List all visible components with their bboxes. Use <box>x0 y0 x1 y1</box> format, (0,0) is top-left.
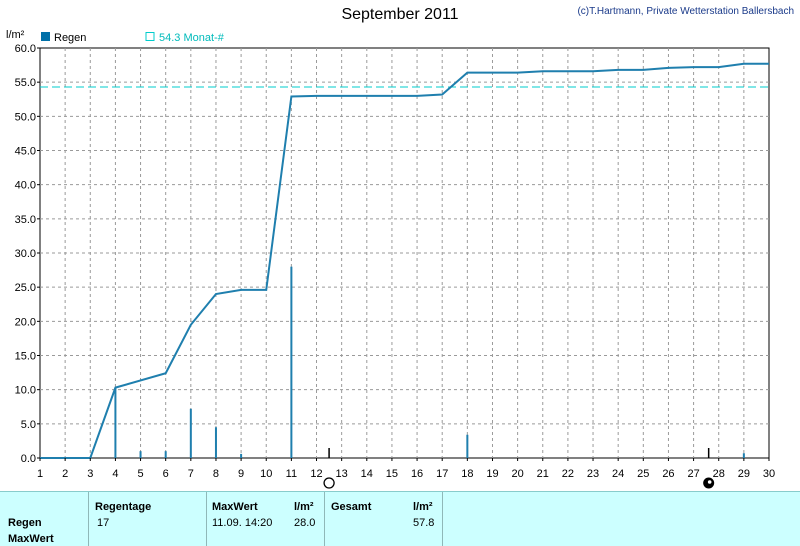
x-tick-label: 30 <box>763 468 775 480</box>
y-axis-label: l/m² <box>6 29 25 41</box>
y-tick-label: 15.0 <box>15 351 36 363</box>
cumulative-rain-line <box>40 62 769 459</box>
legend-regen-label: Regen <box>54 32 86 44</box>
legend-regen-swatch <box>41 32 50 41</box>
rain-bar <box>164 451 167 458</box>
gesamt-unit: l/m² <box>413 501 433 513</box>
x-tick-label: 4 <box>112 468 118 480</box>
x-tick-label: 29 <box>738 468 750 480</box>
x-tick-label: 16 <box>411 468 423 480</box>
legend-mean-swatch <box>145 32 155 41</box>
y-tick-label: 40.0 <box>15 180 36 192</box>
x-tick-label: 25 <box>637 468 649 480</box>
table-divider <box>206 492 207 546</box>
x-tick-label: 11 <box>286 468 297 480</box>
y-tick-label: 60.0 <box>15 43 36 55</box>
gesamt-value: 57.8 <box>413 517 435 529</box>
rain-bar <box>114 387 117 458</box>
y-tick-label: 20.0 <box>15 316 36 328</box>
y-tick-label: 30.0 <box>15 248 36 260</box>
row-label-regen: Regen <box>8 517 42 529</box>
rain-bar <box>214 427 217 458</box>
y-tick-label: 25.0 <box>15 282 36 294</box>
x-tick-label: 19 <box>486 468 498 480</box>
x-tick-label: 9 <box>238 468 244 480</box>
daily-rain-bars <box>114 266 745 458</box>
x-tick-label: 24 <box>612 468 624 480</box>
x-tick-label: 1 <box>37 468 43 480</box>
maxwert-header: MaxWert <box>212 501 258 513</box>
row-label-maxwert: MaxWert <box>8 533 54 545</box>
x-tick-label: 22 <box>562 468 574 480</box>
x-tick-label: 21 <box>537 468 549 480</box>
rain-bar <box>466 434 469 458</box>
grid <box>40 48 769 458</box>
y-tick-label: 10.0 <box>15 385 36 397</box>
maxwert-value: 28.0 <box>294 517 316 529</box>
maxwert-unit: l/m² <box>294 501 314 513</box>
y-tick-label: 55.0 <box>15 77 36 89</box>
x-tick-label: 20 <box>511 468 523 480</box>
x-tick-label: 28 <box>713 468 725 480</box>
y-tick-label: 35.0 <box>15 214 36 226</box>
y-tick-label: 50.0 <box>15 111 36 123</box>
rain-bar <box>139 451 142 458</box>
legend: Regen 54.3 Monat-# <box>41 32 225 44</box>
x-tick-label: 14 <box>361 468 373 480</box>
full-moon-icon <box>323 477 335 489</box>
table-divider <box>442 492 443 546</box>
x-tick-label: 12 <box>310 468 322 480</box>
x-tick-label: 6 <box>163 468 169 480</box>
gesamt-header: Gesamt <box>331 501 372 513</box>
x-tick-label: 5 <box>137 468 143 480</box>
chart-title: September 2011 <box>341 6 459 23</box>
y-tick-label: 5.0 <box>21 419 36 431</box>
moon-phase-markers <box>323 448 715 489</box>
y-tick-label: 0.0 <box>21 453 36 465</box>
x-tick-label: 10 <box>260 468 272 480</box>
summary-table: Regen MaxWert Regentage 17 MaxWert l/m² … <box>0 491 800 546</box>
rain-bar <box>189 408 192 458</box>
y-tick-label: 45.0 <box>15 146 36 158</box>
table-divider <box>88 492 89 546</box>
rain-bar <box>290 266 293 458</box>
x-tick-label: 18 <box>461 468 473 480</box>
x-tick-label: 26 <box>662 468 674 480</box>
x-tick-label: 13 <box>336 468 348 480</box>
rain-bar <box>240 453 243 458</box>
x-tick-labels: 1 2 3 4 5 6 7 8 9 10 11 12 13 14 15 16 17 18 19 20 21 22 23 24 2… <box>37 458 775 480</box>
x-tick-label: 27 <box>687 468 699 480</box>
table-divider <box>324 492 325 546</box>
regentage-header: Regentage <box>95 501 152 513</box>
x-tick-label: 17 <box>436 468 448 480</box>
legend-mean-label: 54.3 Monat-# <box>159 32 225 44</box>
x-tick-label: 23 <box>587 468 599 480</box>
x-tick-label: 15 <box>386 468 398 480</box>
rain-chart: l/m² Regen 54.3 Monat-# 0.05.010.015.020… <box>6 29 775 489</box>
y-tick-labels: 0.0 5.0 10.0 15.0 20.0 25.0 30.0 35.0 40.0 45.0 50… <box>15 43 40 465</box>
x-tick-label: 7 <box>188 468 194 480</box>
regentage-value: 17 <box>97 517 110 529</box>
x-tick-label: 3 <box>87 468 93 480</box>
copyright-label: (c)T.Hartmann, Private Wetterstation Bal… <box>577 6 794 17</box>
new-moon-highlight <box>707 480 712 484</box>
rain-bar <box>742 453 745 458</box>
maxwert-date: 11.09. 14:20 <box>212 517 273 529</box>
x-tick-label: 8 <box>213 468 219 480</box>
x-tick-label: 2 <box>62 468 68 480</box>
